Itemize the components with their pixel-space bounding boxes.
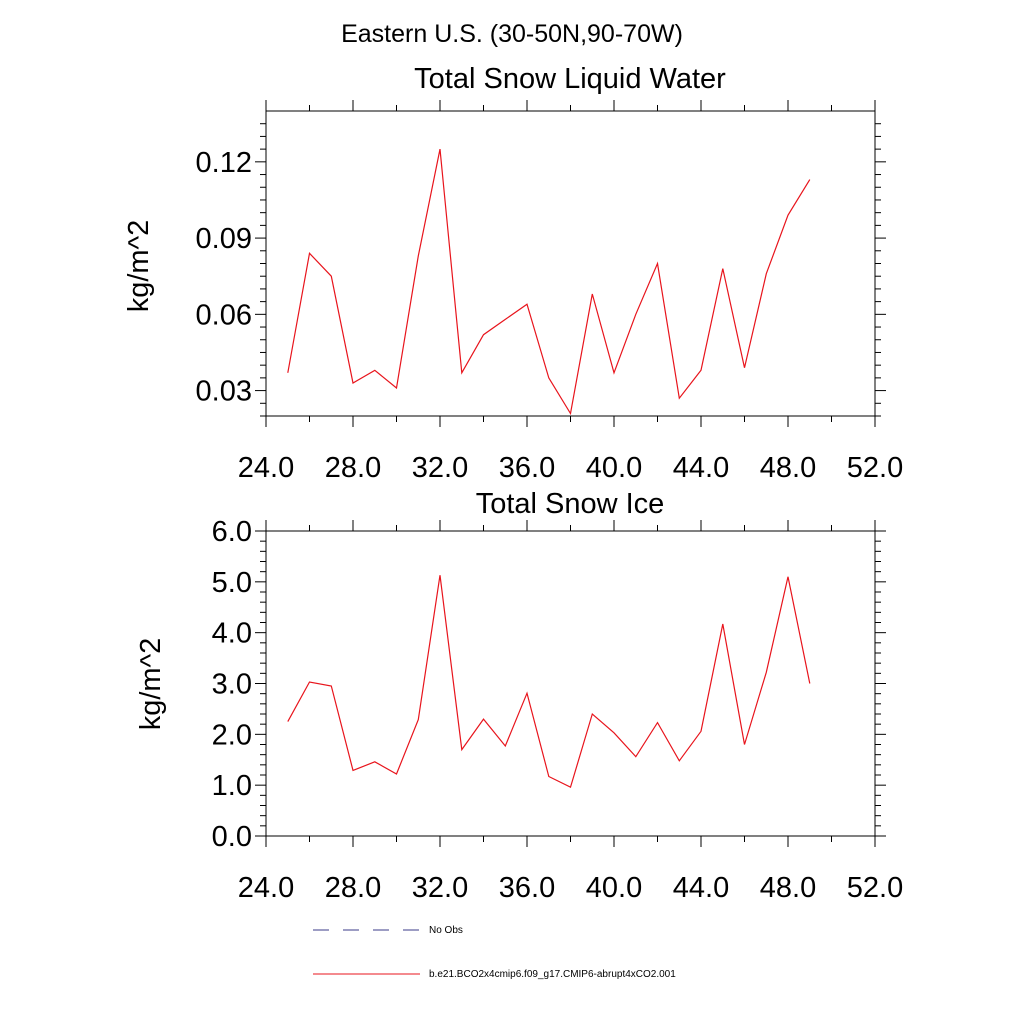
y-axis-label: kg/m^2: [135, 638, 167, 731]
series-line: [287, 148, 811, 416]
x-tick-label: 24.0: [238, 452, 294, 484]
x-tick-label: 48.0: [760, 452, 816, 484]
y-tick-label: 0.0: [212, 821, 252, 853]
x-tick-label: 36.0: [499, 452, 555, 484]
x-tick-label: 44.0: [673, 452, 729, 484]
x-tick-label: 48.0: [760, 872, 816, 904]
y-tick-label: 1.0: [212, 770, 252, 802]
plot-frame: [265, 530, 876, 837]
figure-suptitle: Eastern U.S. (30-50N,90-70W): [341, 20, 683, 48]
x-tick-label: 40.0: [586, 452, 642, 484]
chart-title: Total Snow Liquid Water: [414, 63, 726, 95]
x-tick-label: 32.0: [412, 872, 468, 904]
y-tick-label: 2.0: [212, 719, 252, 751]
y-tick-label: 3.0: [212, 669, 252, 701]
x-tick-label: 32.0: [412, 452, 468, 484]
series-line: [287, 575, 811, 789]
legend-label-model: b.e21.BCO2x4cmip6.f09_g17.CMIP6-abrupt4x…: [429, 969, 676, 980]
y-tick-label: 6.0: [212, 516, 252, 548]
chart-title: Total Snow Ice: [476, 488, 665, 520]
x-tick-label: 40.0: [586, 872, 642, 904]
chart-panel-liquid-water: Total Snow Liquid Water kg/m^2 24.0 28.0 3…: [123, 63, 903, 484]
chart-panel-snow-ice: Total Snow Ice kg/m^2 24.0 28.0 32.0 36.0 40…: [135, 488, 903, 904]
y-axis-label: kg/m^2: [123, 220, 155, 313]
plot-frame: [265, 110, 876, 417]
y-tick-label: 0.06: [196, 299, 252, 331]
legend: No Obs b.e21.BCO2x4cmip6.f09_g17.CMIP6-a…: [313, 925, 676, 980]
x-tick-label: 52.0: [847, 452, 903, 484]
y-tick-label: 0.03: [196, 376, 252, 408]
y-tick-label: 4.0: [212, 618, 252, 650]
legend-label-no-obs: No Obs: [429, 925, 463, 936]
x-tick-label: 36.0: [499, 872, 555, 904]
x-tick-label: 28.0: [325, 452, 381, 484]
y-tick-label: 0.12: [196, 147, 252, 179]
y-tick-label: 0.09: [196, 223, 252, 255]
x-tick-label: 52.0: [847, 872, 903, 904]
x-tick-label: 44.0: [673, 872, 729, 904]
x-tick-label: 24.0: [238, 872, 294, 904]
y-tick-label: 5.0: [212, 567, 252, 599]
x-tick-label: 28.0: [325, 872, 381, 904]
